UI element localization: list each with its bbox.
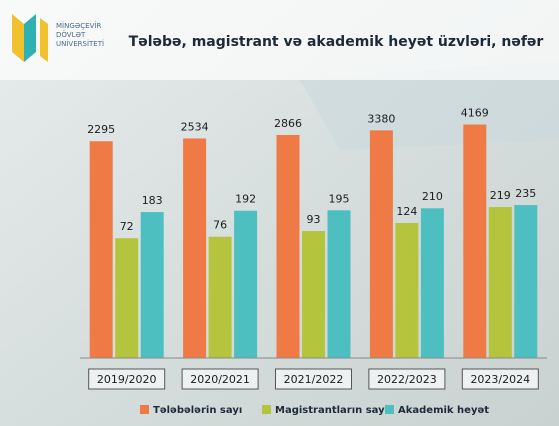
legend-swatch — [262, 405, 271, 414]
category-box — [181, 368, 259, 390]
bar — [302, 231, 325, 358]
value-label: 2866 — [274, 117, 302, 130]
value-label: 76 — [213, 219, 227, 232]
category-box — [275, 368, 352, 390]
logo: MİNGƏÇEVİR DÖVLƏT UNİVERSİTETİ — [12, 14, 104, 62]
x-tick-label: 2020/2021 — [190, 373, 250, 386]
bar — [140, 212, 164, 358]
value-label: 2534 — [181, 120, 209, 133]
value-label: 2295 — [87, 123, 115, 136]
value-label: 93 — [307, 213, 321, 226]
bar — [420, 208, 444, 358]
bar — [395, 222, 419, 358]
x-tick-label: 2022/2023 — [377, 373, 437, 386]
category-box — [88, 368, 166, 390]
bar — [463, 124, 487, 359]
photo-river — [300, 60, 559, 150]
value-label: 3380 — [367, 112, 395, 125]
category-box — [461, 368, 539, 390]
bar — [115, 238, 139, 358]
chart-title: Tələbə, magistrant və akademik heyət üzv… — [129, 34, 544, 50]
bar — [208, 236, 232, 358]
header-band — [0, 0, 559, 80]
value-label: 195 — [329, 192, 350, 205]
x-tick-label: 2023/2024 — [470, 373, 530, 386]
logo-text: UNİVERSİTETİ — [56, 39, 104, 48]
bar — [369, 130, 393, 358]
value-label: 192 — [235, 193, 256, 206]
value-label: 235 — [515, 187, 536, 200]
value-label: 4169 — [461, 107, 489, 120]
bar — [327, 210, 351, 358]
x-tick-label: 2019/2020 — [97, 373, 157, 386]
value-label: 183 — [142, 194, 163, 207]
value-label: 210 — [422, 190, 443, 203]
value-label: 124 — [396, 205, 417, 218]
bar — [488, 207, 512, 358]
value-label: 72 — [120, 220, 134, 233]
legend-label: Akademik heyət — [398, 405, 489, 416]
bar — [183, 138, 207, 358]
bar — [89, 141, 113, 358]
category-box — [368, 368, 446, 390]
legend-label: Tələbələrin sayı — [153, 405, 242, 416]
bar — [234, 210, 258, 358]
legend-label: Magistrantların sayı — [275, 405, 388, 416]
bar — [514, 205, 538, 358]
bar — [276, 135, 300, 358]
logo-text: MİNGƏÇEVİR — [56, 21, 101, 30]
logo-text: DÖVLƏT — [56, 30, 86, 39]
x-tick-label: 2021/2022 — [284, 373, 344, 386]
value-label: 219 — [490, 189, 511, 202]
legend-swatch — [385, 405, 394, 414]
legend-swatch — [140, 405, 149, 414]
